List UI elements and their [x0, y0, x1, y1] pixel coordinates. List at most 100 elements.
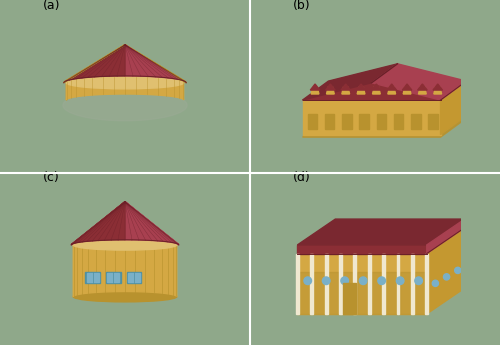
Polygon shape — [125, 45, 174, 79]
Ellipse shape — [73, 292, 177, 302]
Polygon shape — [298, 219, 464, 245]
Polygon shape — [339, 254, 342, 314]
Polygon shape — [372, 64, 466, 100]
Text: (c): (c) — [43, 171, 60, 184]
Polygon shape — [325, 114, 334, 129]
Polygon shape — [298, 254, 427, 314]
Polygon shape — [314, 272, 324, 314]
Polygon shape — [117, 45, 125, 76]
Polygon shape — [400, 272, 411, 314]
Polygon shape — [125, 202, 172, 242]
Polygon shape — [426, 254, 428, 314]
Polygon shape — [357, 87, 365, 94]
Polygon shape — [342, 114, 351, 129]
Polygon shape — [71, 202, 125, 245]
Polygon shape — [72, 202, 125, 244]
Ellipse shape — [63, 90, 187, 121]
Polygon shape — [111, 202, 125, 240]
Polygon shape — [418, 87, 426, 94]
Polygon shape — [427, 228, 465, 314]
Polygon shape — [418, 84, 427, 90]
Polygon shape — [64, 45, 125, 83]
Circle shape — [341, 277, 348, 285]
Polygon shape — [368, 254, 370, 314]
Polygon shape — [372, 84, 381, 90]
Polygon shape — [376, 114, 386, 129]
Polygon shape — [125, 202, 178, 244]
Polygon shape — [372, 87, 380, 94]
Polygon shape — [86, 272, 100, 283]
Polygon shape — [125, 202, 132, 240]
Polygon shape — [354, 254, 356, 314]
Polygon shape — [394, 114, 404, 129]
Polygon shape — [326, 84, 335, 90]
Polygon shape — [66, 77, 184, 100]
Polygon shape — [92, 202, 125, 241]
Polygon shape — [126, 272, 142, 283]
Polygon shape — [434, 87, 442, 94]
Polygon shape — [308, 114, 317, 129]
Polygon shape — [88, 45, 125, 77]
Polygon shape — [356, 272, 368, 314]
Polygon shape — [433, 84, 442, 90]
Polygon shape — [106, 272, 120, 283]
Polygon shape — [125, 202, 163, 241]
Polygon shape — [324, 254, 328, 314]
Circle shape — [396, 277, 404, 285]
Polygon shape — [411, 114, 420, 129]
Polygon shape — [87, 202, 125, 241]
Polygon shape — [402, 84, 412, 90]
Polygon shape — [82, 45, 125, 78]
Polygon shape — [73, 202, 125, 244]
Text: (a): (a) — [43, 0, 60, 12]
Text: (d): (d) — [293, 171, 311, 184]
Polygon shape — [104, 202, 125, 240]
Polygon shape — [440, 81, 466, 135]
Polygon shape — [102, 45, 125, 77]
Polygon shape — [427, 219, 465, 254]
Circle shape — [432, 280, 438, 286]
Polygon shape — [76, 202, 125, 243]
Polygon shape — [302, 83, 440, 100]
Polygon shape — [341, 84, 350, 90]
Text: (b): (b) — [293, 0, 310, 12]
Polygon shape — [342, 272, 353, 314]
Polygon shape — [73, 240, 177, 297]
Polygon shape — [128, 273, 140, 282]
Polygon shape — [342, 87, 349, 94]
Polygon shape — [296, 254, 299, 314]
Polygon shape — [125, 202, 179, 245]
Polygon shape — [299, 272, 310, 314]
Polygon shape — [125, 202, 168, 242]
Polygon shape — [72, 45, 125, 79]
Polygon shape — [108, 273, 120, 282]
Circle shape — [304, 277, 312, 285]
Polygon shape — [66, 45, 125, 81]
Polygon shape — [310, 254, 313, 314]
Polygon shape — [356, 84, 366, 90]
Polygon shape — [125, 202, 177, 244]
Polygon shape — [302, 100, 440, 135]
Circle shape — [454, 267, 461, 274]
Ellipse shape — [73, 240, 177, 250]
Polygon shape — [125, 45, 178, 79]
Circle shape — [378, 277, 386, 285]
Polygon shape — [98, 202, 125, 240]
Polygon shape — [311, 87, 319, 94]
Polygon shape — [382, 254, 385, 314]
Circle shape — [322, 277, 330, 285]
Polygon shape — [386, 272, 396, 314]
Polygon shape — [125, 45, 186, 82]
Polygon shape — [125, 202, 139, 240]
Polygon shape — [326, 87, 334, 94]
Polygon shape — [125, 45, 162, 77]
Polygon shape — [125, 45, 182, 80]
Polygon shape — [118, 202, 125, 240]
Polygon shape — [342, 283, 356, 314]
Polygon shape — [94, 45, 125, 77]
Polygon shape — [396, 254, 400, 314]
Polygon shape — [125, 202, 174, 243]
Polygon shape — [82, 202, 125, 242]
Polygon shape — [411, 254, 414, 314]
Polygon shape — [125, 45, 133, 76]
